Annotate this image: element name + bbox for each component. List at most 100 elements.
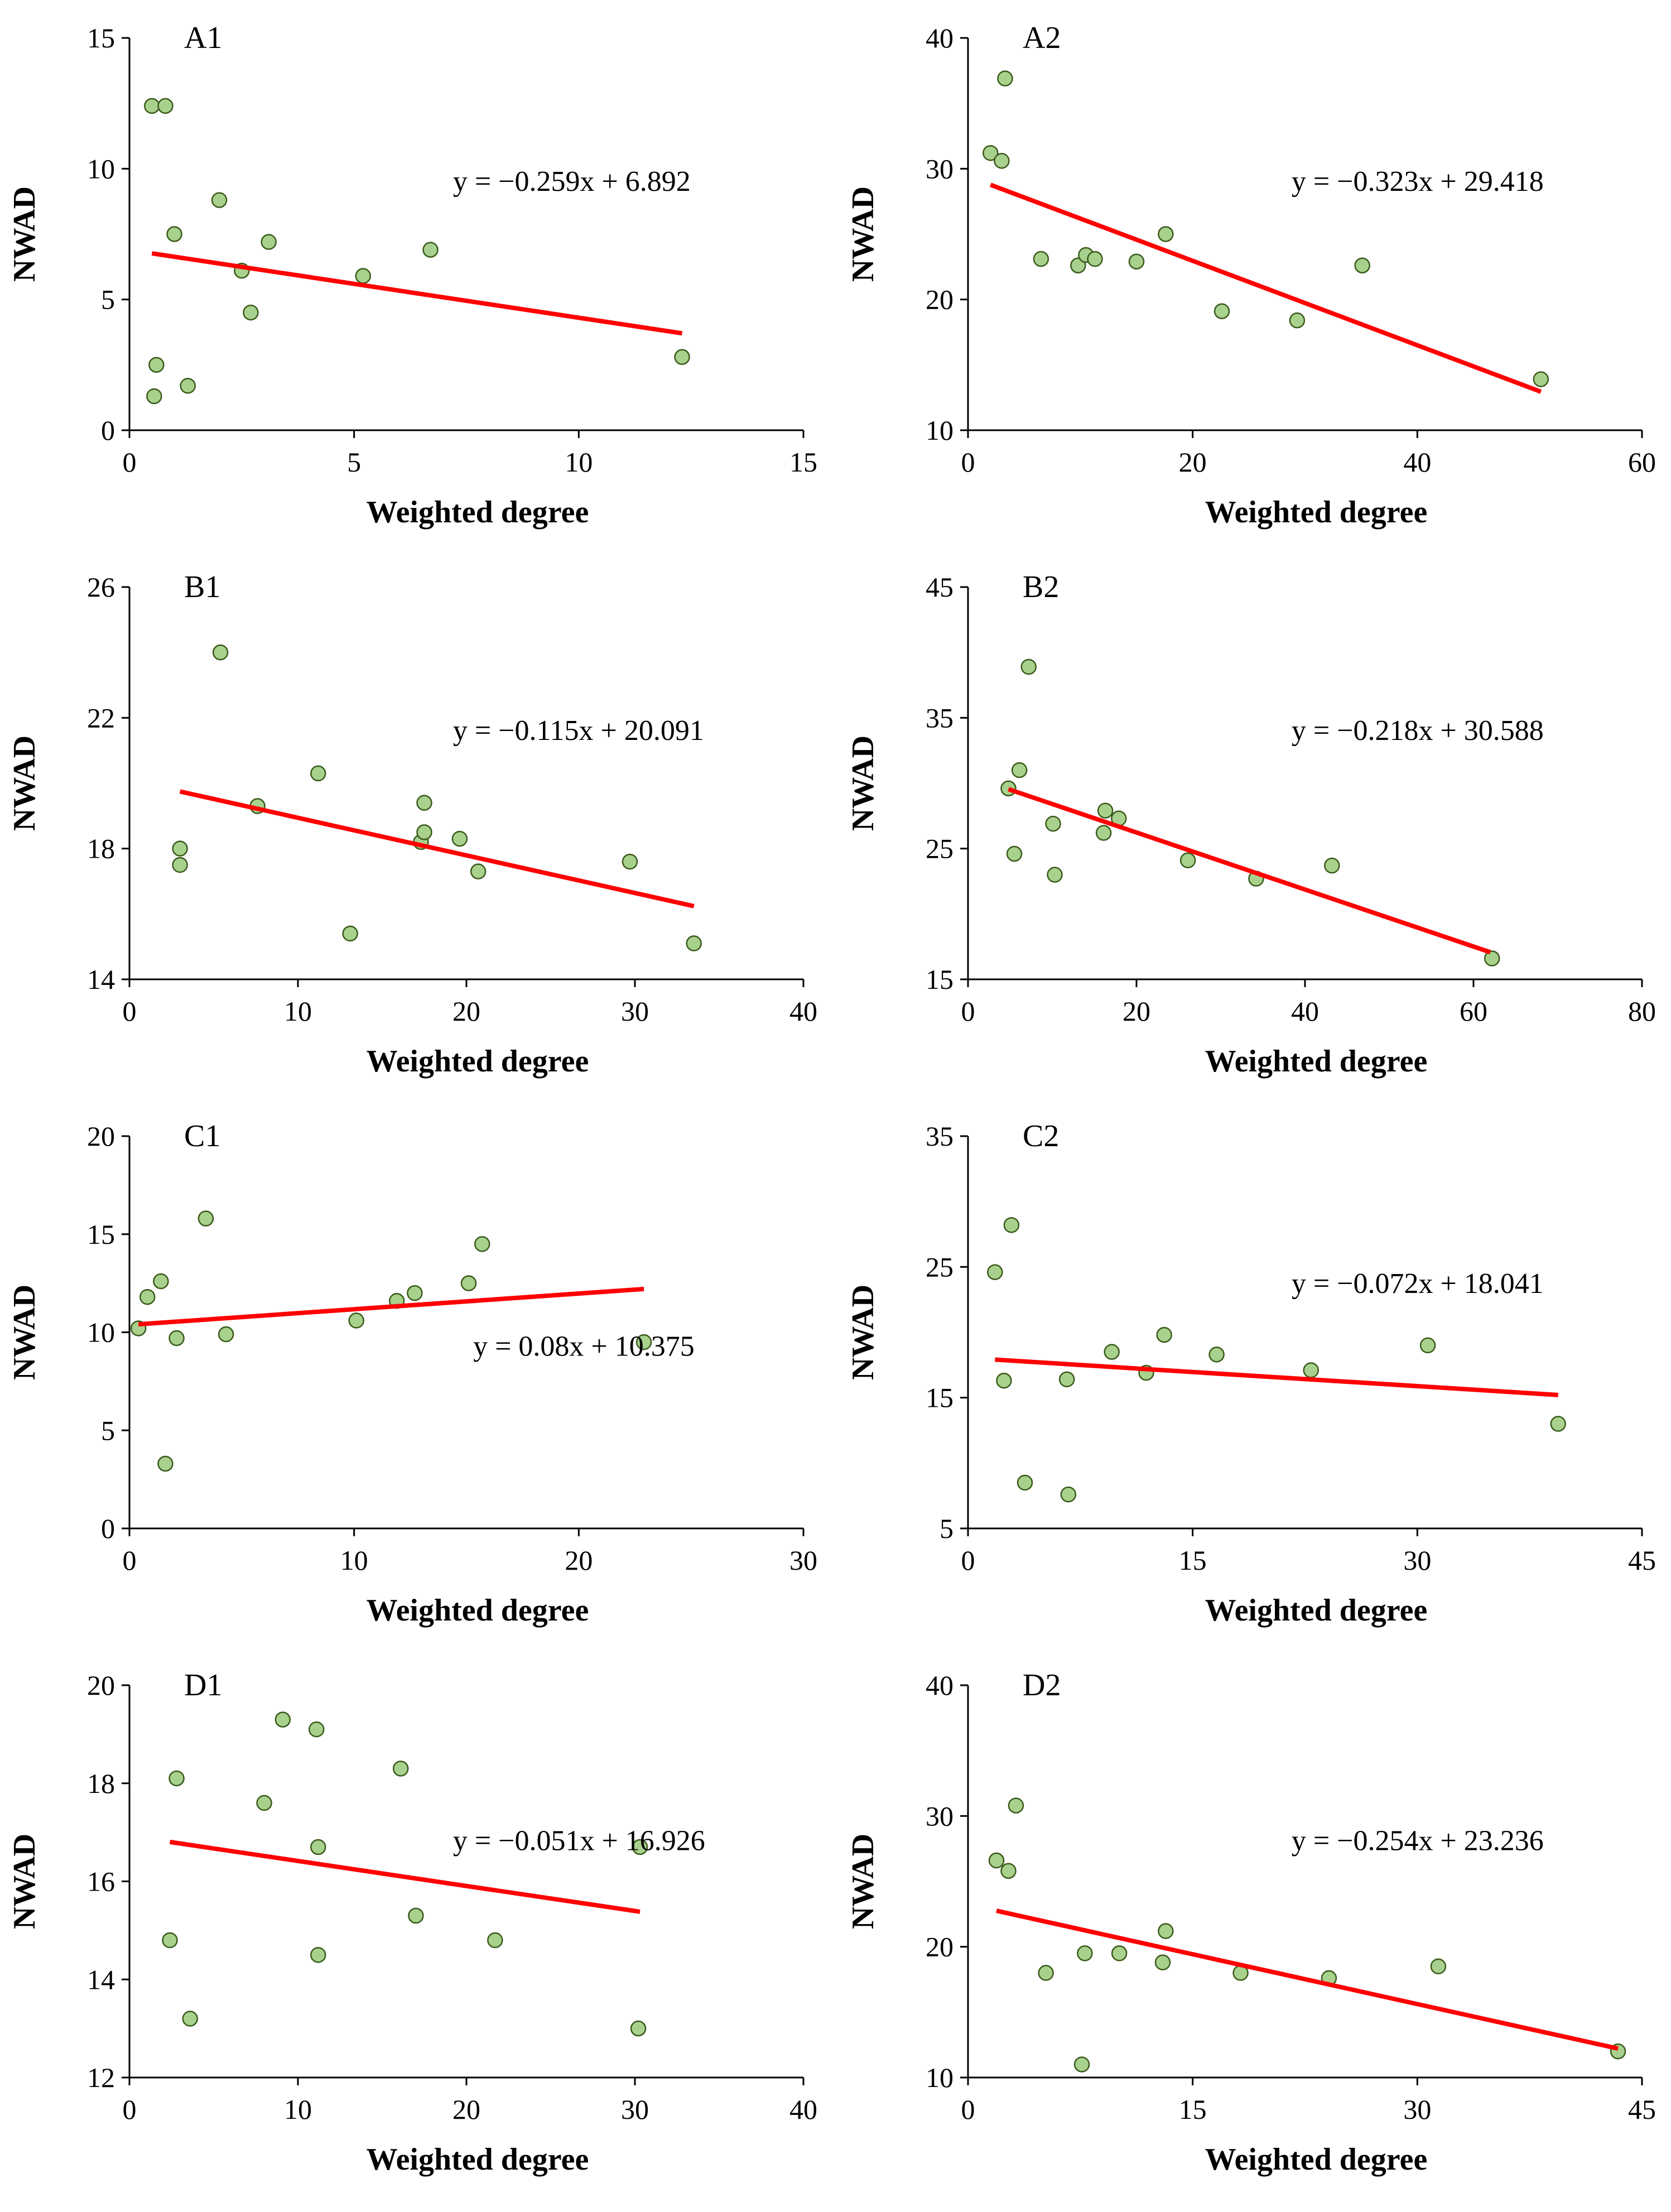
x-axis-title: Weighted degree <box>367 1593 589 1628</box>
x-tick-label: 10 <box>565 446 593 478</box>
data-point <box>1484 950 1500 966</box>
panel-b2: 15 25 35 45 0 20 40 60 80 Weighted degree NWAD B2 y … <box>846 570 1656 1079</box>
y-tick-label: 15 <box>87 1219 115 1250</box>
data-point <box>1000 1863 1017 1879</box>
data-point <box>674 349 690 366</box>
panel-label: B2 <box>1023 570 1059 604</box>
data-point <box>162 1932 178 1949</box>
x-tick-label: 60 <box>1628 446 1656 478</box>
data-point <box>1033 251 1049 267</box>
data-point <box>408 1907 424 1924</box>
trend-line <box>179 789 695 908</box>
data-point <box>153 1273 169 1290</box>
data-point <box>218 1326 234 1343</box>
data-point <box>1000 780 1017 797</box>
trend-equation: y = −0.323x + 29.418 <box>1292 166 1544 198</box>
trend-equation: y = −0.072x + 18.041 <box>1292 1268 1544 1300</box>
y-tick-label: 0 <box>101 415 115 446</box>
data-point <box>392 1761 409 1777</box>
y-tick-label: 14 <box>87 964 115 995</box>
y-tick-label: 40 <box>926 22 954 54</box>
x-tick-label: 30 <box>1403 2094 1431 2125</box>
x-tick-label: 40 <box>789 2094 817 2125</box>
x-tick-label: 20 <box>452 2094 480 2125</box>
data-point <box>407 1285 423 1301</box>
data-point <box>1104 1344 1120 1360</box>
data-point <box>460 1275 477 1291</box>
data-point <box>212 644 229 661</box>
data-point <box>622 853 638 870</box>
x-tick-label: 20 <box>1179 446 1207 478</box>
panel-d2: 10 20 30 40 0 15 30 45 Weighted degree NWAD D2 y = … <box>846 1668 1656 2177</box>
data-point <box>470 863 487 879</box>
data-point <box>1430 1958 1447 1975</box>
y-tick-label: 30 <box>926 153 954 184</box>
data-point <box>1419 1337 1436 1354</box>
x-tick-label: 5 <box>347 446 361 478</box>
x-tick-label: 0 <box>123 2094 137 2125</box>
trend-equation: y = −0.259x + 6.892 <box>453 166 691 198</box>
x-tick-label: 20 <box>452 996 480 1027</box>
data-point <box>168 1770 185 1787</box>
x-axis-title: Weighted degree <box>1205 1044 1428 1079</box>
y-tick-label: 18 <box>87 1768 115 1799</box>
data-point <box>1003 1217 1020 1233</box>
data-point <box>1097 802 1114 819</box>
x-tick-label: 20 <box>565 1545 593 1576</box>
data-point <box>1008 1797 1024 1814</box>
x-tick-label: 45 <box>1628 2094 1656 2125</box>
data-point <box>139 1288 156 1305</box>
data-point <box>275 1711 291 1728</box>
x-tick-label: 0 <box>961 996 975 1027</box>
y-tick-label: 26 <box>87 571 115 603</box>
data-point <box>1077 1945 1093 1961</box>
x-tick-label: 80 <box>1628 996 1656 1027</box>
panel-label: A1 <box>184 21 222 55</box>
data-point <box>172 840 188 857</box>
data-point <box>157 98 174 114</box>
x-axis-title: Weighted degree <box>367 1044 589 1079</box>
data-point <box>1156 1326 1172 1343</box>
data-point <box>146 388 162 405</box>
data-point <box>1179 852 1196 869</box>
x-tick-label: 0 <box>123 996 137 1027</box>
y-tick-label: 20 <box>87 1121 115 1152</box>
data-point <box>1550 1416 1566 1432</box>
data-point <box>487 1932 503 1949</box>
data-point <box>1011 762 1028 778</box>
y-axis-title: NWAD <box>846 735 880 831</box>
data-point <box>451 830 468 847</box>
x-tick-label: 10 <box>284 2094 312 2125</box>
data-point <box>474 1236 490 1252</box>
data-point <box>308 1721 325 1738</box>
trend-line <box>996 1908 1619 2051</box>
panel-label: A2 <box>1023 21 1061 55</box>
x-tick-label: 0 <box>961 2094 975 2125</box>
y-axis-title: NWAD <box>846 1285 880 1380</box>
data-point <box>1047 867 1063 883</box>
x-tick-label: 0 <box>961 1545 975 1576</box>
y-tick-label: 15 <box>926 964 954 995</box>
trend-line <box>151 251 683 336</box>
y-tick-label: 20 <box>87 1670 115 1701</box>
data-point <box>686 935 702 951</box>
x-tick-label: 45 <box>1628 1545 1656 1576</box>
trend-equation: y = −0.051x + 16.926 <box>453 1825 705 1857</box>
data-point <box>342 925 358 942</box>
y-axis-title: NWAD <box>7 1285 42 1380</box>
data-point <box>1111 1945 1128 1961</box>
y-tick-label: 10 <box>87 1317 115 1348</box>
y-axis-title: NWAD <box>846 1834 880 1929</box>
data-point <box>635 1334 652 1350</box>
data-point <box>355 268 372 284</box>
x-tick-label: 10 <box>284 996 312 1027</box>
x-tick-label: 30 <box>621 996 649 1027</box>
y-axis-title: NWAD <box>846 186 880 282</box>
data-point <box>310 1839 326 1855</box>
x-tick-label: 60 <box>1460 996 1487 1027</box>
trend-line <box>1008 787 1491 955</box>
y-tick-label: 14 <box>87 1964 115 1995</box>
data-point <box>1154 1954 1171 1971</box>
data-point <box>1073 2056 1090 2072</box>
